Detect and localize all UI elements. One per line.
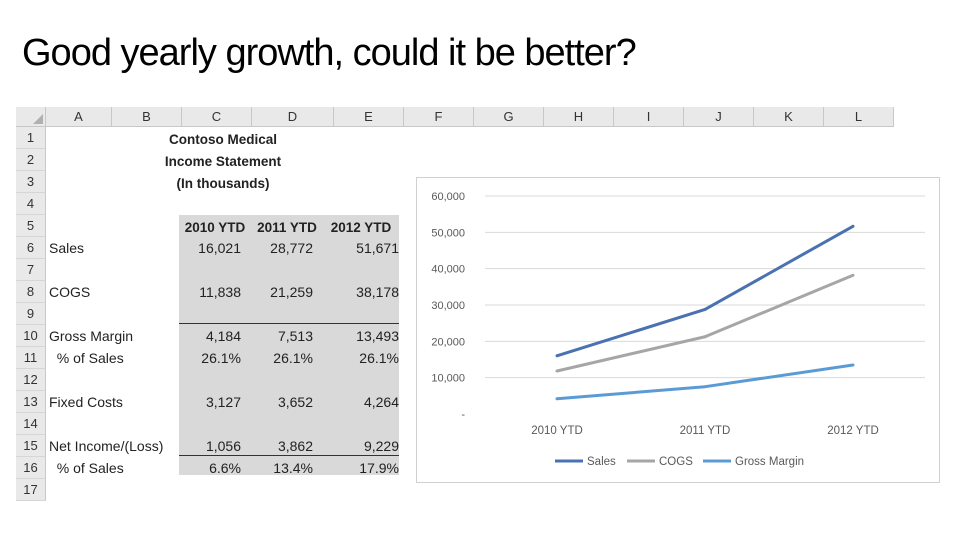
column-header-k[interactable]: K (754, 107, 824, 127)
line-value-2012-ytd: 38,178 (356, 284, 399, 300)
row-header-6[interactable]: 6 (16, 237, 46, 259)
line-value-2011-ytd: 21,259 (270, 284, 313, 300)
data-point (555, 397, 559, 401)
row-header-12[interactable]: 12 (16, 369, 46, 391)
y-tick-label: 10,000 (431, 373, 465, 385)
header-2011: 2011 YTD (257, 220, 317, 235)
line-chart[interactable]: - 10,000 20,000 30,000 40,000 50,000 60,000 201… (416, 177, 940, 483)
column-header-h[interactable]: H (544, 107, 614, 127)
data-point (703, 385, 707, 389)
line-value-2011-ytd: 3,862 (277, 438, 313, 454)
row-header-5[interactable]: 5 (16, 215, 46, 237)
row-header-13[interactable]: 13 (16, 391, 46, 413)
data-point (555, 369, 559, 373)
x-tick-label: 2011 YTD (680, 425, 731, 437)
column-header-l[interactable]: L (824, 107, 894, 127)
y-tick-label: 50,000 (431, 227, 465, 239)
line-value-2010-ytd: 4,184 (205, 328, 241, 344)
row-header-17[interactable]: 17 (16, 479, 46, 501)
statement-title-units: (In thousands) (176, 176, 270, 191)
line-label: Gross Margin (49, 328, 134, 344)
line-value-2012-ytd: 9,229 (363, 438, 399, 454)
column-header-a[interactable]: A (46, 107, 112, 127)
y-tick-label: 60,000 (431, 191, 465, 203)
statement-title-company: Contoso Medical (168, 132, 277, 147)
line-value-2010-ytd: 1,056 (205, 438, 241, 454)
x-tick-label: 2010 YTD (531, 425, 583, 437)
line-label: COGS (49, 284, 91, 300)
column-header-g[interactable]: G (474, 107, 544, 127)
line-label: % of Sales (49, 350, 124, 366)
line-value-2012-ytd: 26.1% (359, 350, 399, 366)
row-header-8[interactable]: 8 (16, 281, 46, 303)
data-point (851, 224, 855, 228)
row-header-16[interactable]: 16 (16, 457, 46, 479)
line-chart-svg: - 10,000 20,000 30,000 40,000 50,000 60,000 201… (431, 191, 925, 468)
column-header-c[interactable]: C (182, 107, 252, 127)
row-header-9[interactable]: 9 (16, 303, 46, 325)
column-header-j[interactable]: J (684, 107, 754, 127)
line-value-2012-ytd: 13,493 (356, 328, 399, 344)
select-all-corner[interactable] (16, 107, 46, 127)
legend-label: Gross Margin (735, 456, 804, 468)
statement-title-name: Income Statement (164, 154, 282, 169)
header-2012: 2012 YTD (330, 220, 392, 235)
line-value-2010-ytd: 16,021 (198, 240, 241, 256)
slide-title: Good yearly growth, could it be better? (22, 32, 637, 74)
column-header-b[interactable]: B (112, 107, 182, 127)
row-header-2[interactable]: 2 (16, 149, 46, 171)
line-value-2011-ytd: 7,513 (277, 328, 313, 344)
x-tick-label: 2012 YTD (827, 425, 879, 437)
data-point (851, 363, 855, 367)
row-header-7[interactable]: 7 (16, 259, 46, 281)
line-label: Sales (49, 240, 85, 256)
line-value-2011-ytd: 28,772 (270, 240, 313, 256)
y-tick-label: 40,000 (431, 264, 465, 276)
column-header-i[interactable]: I (614, 107, 684, 127)
line-value-2012-ytd: 4,264 (363, 394, 399, 410)
row-header-1[interactable]: 1 (16, 127, 46, 149)
data-shading (179, 215, 399, 475)
row-header-4[interactable]: 4 (16, 193, 46, 215)
line-label: Fixed Costs (49, 394, 123, 410)
line-value-2011-ytd: 13.4% (273, 460, 313, 476)
row-header-3[interactable]: 3 (16, 171, 46, 193)
row-header-10[interactable]: 10 (16, 325, 46, 347)
line-value-2011-ytd: 3,652 (277, 394, 313, 410)
series-line-gross-margin (556, 363, 854, 401)
line-label: Net Income/(Loss) (49, 438, 164, 454)
y-tick-label: - (461, 409, 465, 421)
column-header-f[interactable]: F (404, 107, 474, 127)
line-value-2010-ytd: 26.1% (201, 350, 241, 366)
line-value-2011-ytd: 26.1% (273, 350, 313, 366)
data-point (851, 273, 855, 277)
column-header-d[interactable]: D (252, 107, 334, 127)
data-point (555, 354, 559, 358)
legend-label: COGS (659, 456, 693, 468)
gross-margin-rule (179, 323, 399, 324)
row-header-15[interactable]: 15 (16, 435, 46, 457)
data-point (703, 307, 707, 311)
y-tick-label: 30,000 (431, 300, 465, 312)
line-value-2010-ytd: 3,127 (205, 394, 241, 410)
legend-label: Sales (587, 456, 616, 468)
row-header-11[interactable]: 11 (16, 347, 46, 369)
line-value-2010-ytd: 6.6% (209, 460, 241, 476)
line-value-2010-ytd: 11,838 (199, 284, 241, 300)
line-value-2012-ytd: 17.9% (359, 460, 399, 476)
series-line-cogs (556, 273, 854, 373)
line-value-2012-ytd: 51,671 (356, 240, 399, 256)
line-label: % of Sales (49, 460, 124, 476)
column-header-e[interactable]: E (334, 107, 404, 127)
y-tick-label: 20,000 (431, 336, 465, 348)
header-2010: 2010 YTD (184, 220, 246, 235)
row-header-14[interactable]: 14 (16, 413, 46, 435)
data-point (703, 335, 707, 339)
net-income-rule (179, 455, 399, 456)
